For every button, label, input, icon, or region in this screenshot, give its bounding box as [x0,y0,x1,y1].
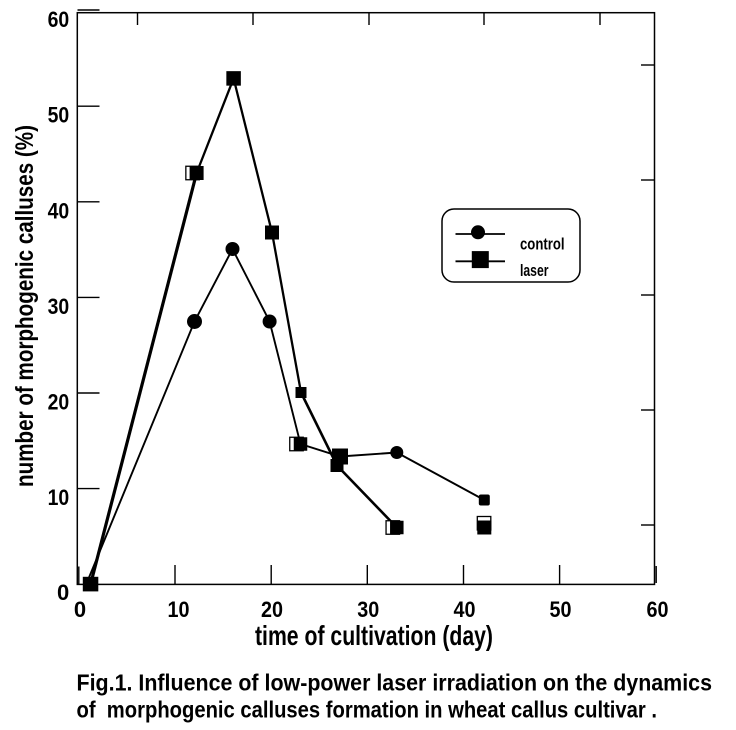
svg-text:Fig.1. Influence of low-power: Fig.1. Influence of low-power laser irra… [77,670,713,696]
svg-text:laser: laser [520,261,549,280]
svg-text:60: 60 [647,597,669,622]
svg-text:40: 40 [454,597,476,622]
svg-text:time of cultivation (day): time of cultivation (day) [255,620,493,651]
svg-text:60: 60 [48,7,70,32]
svg-text:20: 20 [48,390,70,415]
svg-text:0: 0 [74,597,86,622]
svg-text:50: 50 [550,597,572,622]
svg-text:control: control [520,235,565,254]
svg-text:0: 0 [57,580,69,605]
svg-text:20: 20 [261,597,283,622]
svg-text:50: 50 [48,103,70,128]
svg-text:30: 30 [48,294,70,319]
svg-text:40: 40 [48,198,70,223]
svg-text:10: 10 [168,597,190,622]
svg-text:30: 30 [357,597,379,622]
svg-text:of morphogenic calluses forma: of morphogenic calluses formation in whe… [77,697,658,723]
svg-text:10: 10 [48,485,70,510]
svg-text:number of morphogenic calluses: number of morphogenic calluses (%) [11,125,39,487]
